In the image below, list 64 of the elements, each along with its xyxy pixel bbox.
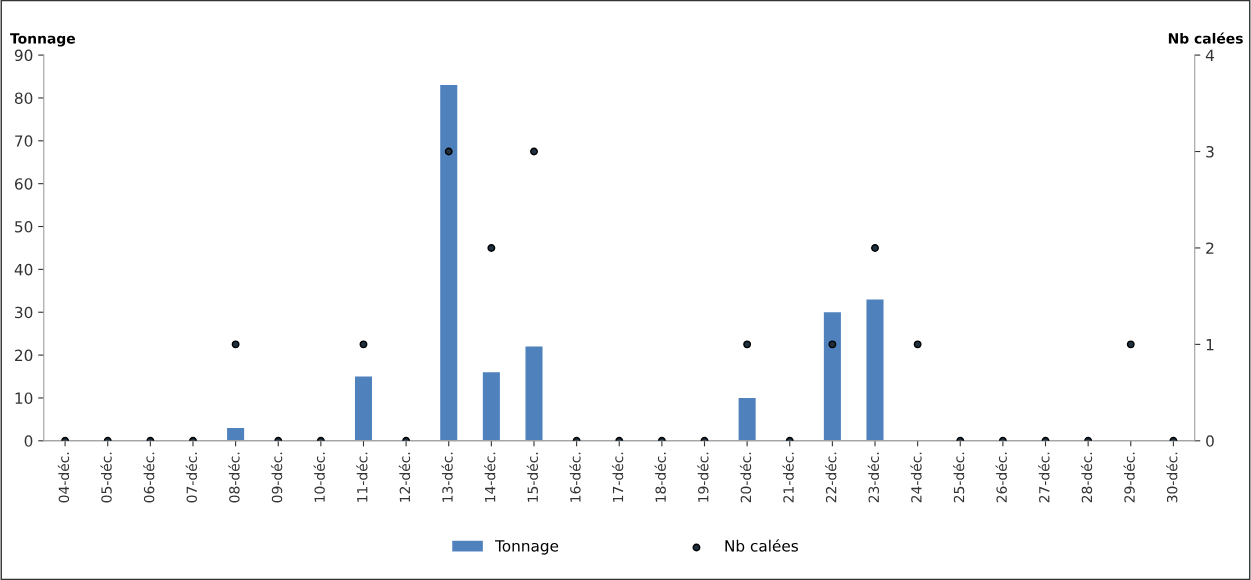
x-tick-label: 29-déc. bbox=[1123, 452, 1135, 503]
y-tick-label: 60 bbox=[14, 178, 33, 190]
x-tick-label: 21-déc. bbox=[782, 452, 794, 503]
point bbox=[913, 340, 922, 349]
y-tick-label: 70 bbox=[15, 135, 33, 147]
bar bbox=[482, 372, 500, 441]
bar bbox=[354, 376, 373, 441]
point bbox=[743, 340, 752, 349]
bar bbox=[738, 397, 756, 441]
point bbox=[444, 147, 453, 156]
x-tick-label: 04-déc. bbox=[57, 452, 70, 503]
bar bbox=[866, 299, 884, 441]
y-tick-label: 80 bbox=[14, 92, 33, 104]
y-tick-label: 90 bbox=[14, 49, 33, 62]
point bbox=[1126, 340, 1135, 349]
x-tick-label: 10-déc. bbox=[313, 452, 325, 502]
x-tick-label: 22-déc. bbox=[825, 452, 837, 503]
x-tick-label: 15-déc. bbox=[526, 452, 539, 502]
bar bbox=[525, 346, 543, 441]
x-tick-label: 08-déc. bbox=[228, 452, 240, 503]
x-tick-label: 19-déc. bbox=[697, 452, 709, 502]
y2-tick-label: 3 bbox=[1206, 145, 1214, 158]
x-tick-label: 26-déc. bbox=[995, 452, 1007, 503]
y-axis-title: Tonnage bbox=[10, 33, 76, 47]
x-tick-label: 20-déc. bbox=[739, 452, 752, 503]
x-tick-label: 25-déc. bbox=[952, 452, 965, 503]
x-tick-label: 05-déc. bbox=[100, 452, 112, 503]
point bbox=[231, 340, 240, 349]
point bbox=[871, 243, 879, 252]
x-tick-label: 07-déc. bbox=[185, 452, 198, 503]
y-tick-label: 50 bbox=[15, 220, 33, 233]
x-tick-label: 16-déc. bbox=[569, 452, 581, 502]
y2-axis-title: Nb calées bbox=[1168, 32, 1243, 44]
x-tick-label: 23-déc. bbox=[867, 452, 880, 503]
x-tick-label: 12-déc. bbox=[398, 452, 411, 502]
x-tick-label: 28-déc. bbox=[1080, 452, 1093, 503]
bar bbox=[227, 427, 245, 441]
y-tick-label: 20 bbox=[15, 349, 33, 362]
y-tick-label: 10 bbox=[15, 392, 33, 404]
bar bbox=[440, 85, 458, 441]
y-tick-label: 0 bbox=[24, 435, 33, 447]
bar bbox=[823, 312, 841, 441]
point bbox=[487, 243, 496, 252]
point bbox=[530, 147, 538, 156]
x-tick-label: 13-déc. bbox=[441, 452, 453, 502]
x-tick-label: 14-déc. bbox=[484, 452, 496, 502]
x-tick-label: 18-déc. bbox=[654, 452, 666, 502]
x-tick-label: 27-déc. bbox=[1038, 452, 1050, 503]
y2-tick-label: 1 bbox=[1206, 339, 1214, 351]
y-tick-label: 30 bbox=[15, 306, 33, 319]
y-tick-label: 40 bbox=[14, 263, 33, 276]
y2-tick-label: 0 bbox=[1206, 435, 1214, 447]
x-tick-label: 09-déc. bbox=[270, 452, 283, 503]
point bbox=[359, 340, 368, 349]
x-tick-label: 24-déc. bbox=[910, 452, 922, 503]
legend-label: Tonnage bbox=[495, 540, 559, 555]
y2-tick-label: 2 bbox=[1206, 242, 1214, 254]
point bbox=[828, 340, 837, 349]
x-tick-label: 06-déc. bbox=[143, 452, 155, 503]
y2-tick-label: 4 bbox=[1205, 49, 1214, 61]
legend-label: Nb calées bbox=[725, 539, 798, 552]
x-tick-label: 11-déc. bbox=[356, 452, 368, 502]
x-tick-label: 17-déc. bbox=[611, 452, 624, 502]
x-tick-label: 30-déc. bbox=[1166, 452, 1178, 503]
